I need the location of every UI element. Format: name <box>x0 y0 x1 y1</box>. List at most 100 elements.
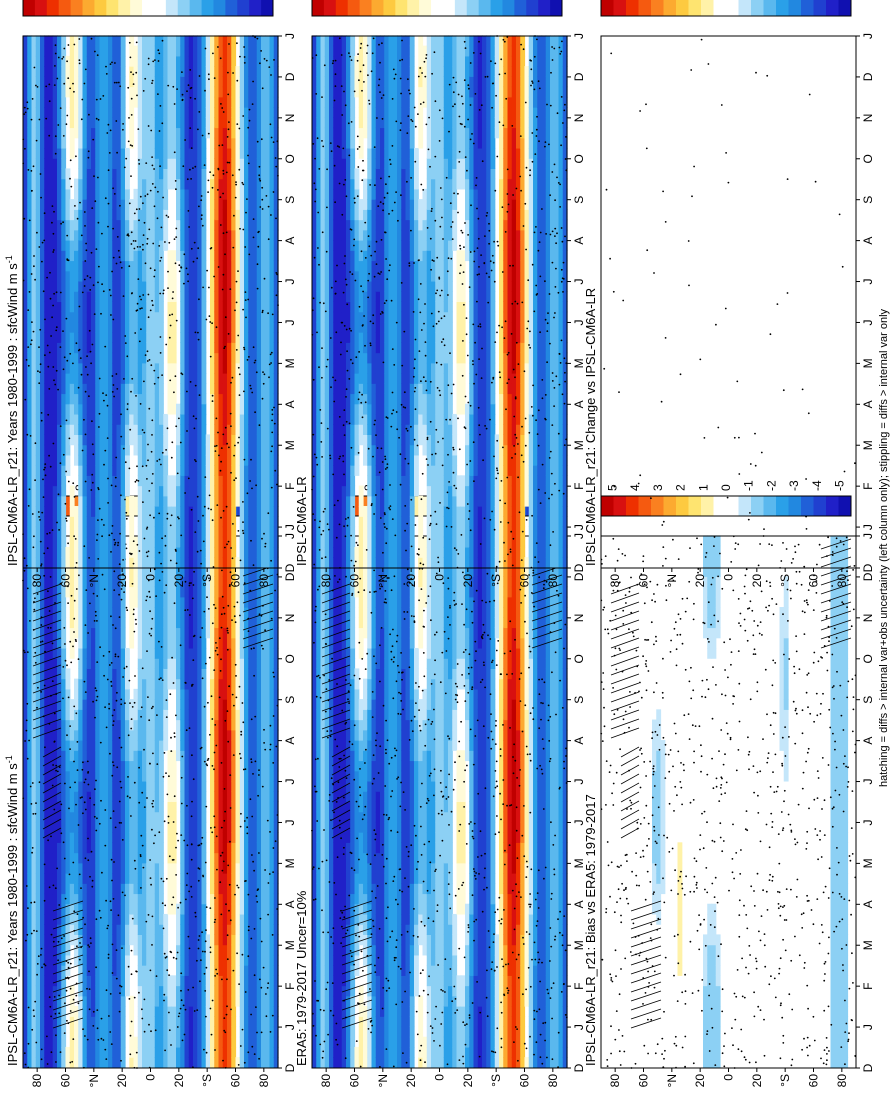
field-cell <box>108 985 113 997</box>
field-cell <box>244 862 249 874</box>
field-cell <box>99 699 105 710</box>
field-cell <box>91 586 96 598</box>
stipple-dot <box>187 989 190 991</box>
field-cell <box>163 1046 169 1058</box>
y-tick-label: 0 <box>144 1074 158 1081</box>
stipple-dot <box>236 952 239 955</box>
field-cell <box>82 811 88 823</box>
field-cell <box>69 199 75 210</box>
stipple-dot <box>36 593 39 595</box>
field-cell <box>27 506 33 517</box>
field-cell <box>103 995 109 1007</box>
field-cell <box>27 383 33 395</box>
field-cell <box>176 607 181 618</box>
field-cell <box>57 332 62 343</box>
field-cell <box>205 934 211 946</box>
field-cell <box>23 424 28 435</box>
field-cell <box>235 647 241 659</box>
field-cell <box>65 413 71 425</box>
field-cell <box>159 1057 164 1068</box>
field-cell <box>91 596 96 608</box>
field-cell <box>61 607 67 618</box>
field-cell <box>82 596 88 608</box>
stipple-dot <box>229 919 232 922</box>
field-cell <box>91 55 96 67</box>
field-cell <box>218 893 224 905</box>
field-cell <box>44 924 50 935</box>
field-cell <box>142 617 147 629</box>
field-cell <box>112 760 118 772</box>
field-cell <box>95 291 101 302</box>
field-cell <box>112 944 118 956</box>
field-cell <box>69 852 75 864</box>
field-cell <box>235 678 241 690</box>
field-cell <box>48 229 54 241</box>
field-cell <box>57 709 62 721</box>
field-cell <box>137 576 143 588</box>
field-cell <box>69 770 75 782</box>
field-cell <box>52 495 58 507</box>
field-cell <box>167 1046 173 1058</box>
field-cell <box>65 270 71 282</box>
stipple-dot <box>180 972 183 975</box>
stipple-dot <box>223 819 226 822</box>
stipple-dot <box>94 610 97 613</box>
field-cell <box>44 842 50 854</box>
field-cell <box>108 1036 113 1048</box>
field-cell <box>103 893 109 905</box>
field-cell <box>142 668 147 680</box>
field-cell <box>52 1006 58 1017</box>
stipple-dot <box>192 659 195 661</box>
field-cell <box>91 516 96 528</box>
field-cell <box>40 321 45 333</box>
field-cell <box>27 536 33 548</box>
field-cell <box>31 107 37 118</box>
field-cell <box>74 260 79 272</box>
field-cell <box>133 801 139 813</box>
field-cell <box>44 893 50 905</box>
stipple-dot <box>188 947 191 950</box>
field-cell <box>197 770 203 782</box>
field-cell <box>65 362 71 374</box>
field-cell <box>201 627 207 639</box>
field-cell <box>91 219 96 231</box>
field-cell <box>235 760 241 772</box>
stipple-dot <box>190 895 193 898</box>
field-cell <box>61 209 67 221</box>
field-cell <box>74 76 79 88</box>
field-cell <box>120 688 126 700</box>
field-cell <box>91 557 96 568</box>
field-cell <box>197 913 203 925</box>
field-cell <box>163 913 169 925</box>
field-cell <box>95 454 101 466</box>
stipple-dot <box>267 882 270 884</box>
field-cell <box>125 688 130 700</box>
field-cell <box>108 954 113 966</box>
stipple-dot <box>250 937 253 940</box>
stipple-dot <box>112 624 114 626</box>
stipple-dot <box>107 953 110 956</box>
field-cell <box>103 546 109 558</box>
field-cell <box>133 576 139 588</box>
stipple-dot <box>186 872 189 875</box>
stipple-dot <box>95 918 98 921</box>
field-cell <box>86 1046 92 1058</box>
stipple-dot <box>141 844 144 847</box>
stipple-dot <box>50 933 53 936</box>
field-cell <box>23 668 28 680</box>
stipple-dot <box>168 775 170 778</box>
field-cell <box>197 760 203 772</box>
field-cell <box>57 393 62 405</box>
field-cell <box>91 954 96 966</box>
field-cell <box>235 709 241 721</box>
field-cell <box>265 647 271 659</box>
field-cell <box>231 678 237 690</box>
y-tick-label: 20 <box>172 1074 186 1088</box>
field-cell <box>239 699 245 710</box>
field-cell <box>103 475 109 487</box>
field-cell <box>78 791 84 802</box>
field-cell <box>35 66 41 77</box>
field-cell <box>201 740 207 751</box>
field-cell <box>40 760 45 772</box>
field-cell <box>35 729 41 741</box>
